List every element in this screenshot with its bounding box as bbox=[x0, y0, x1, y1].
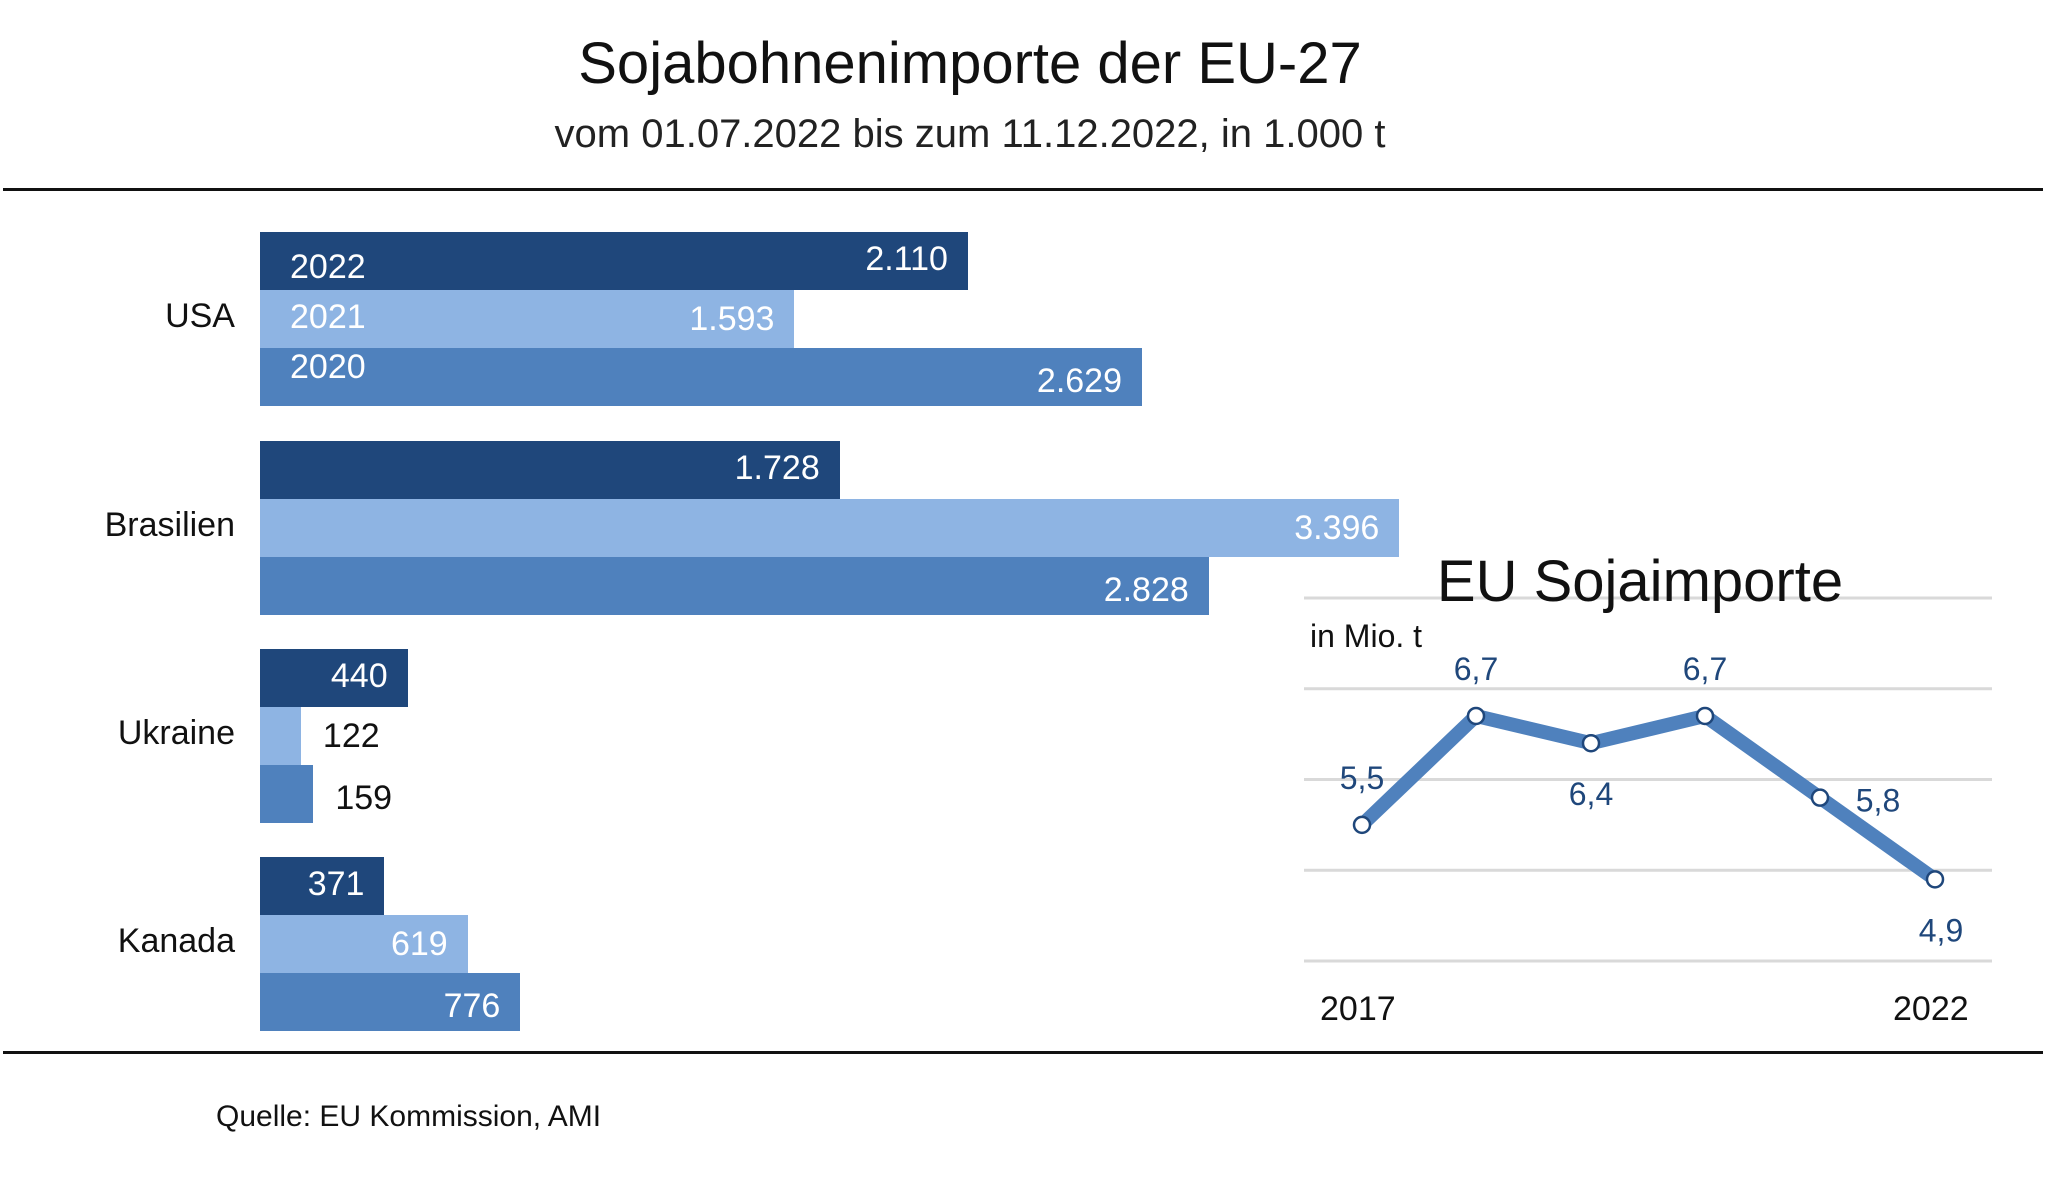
data-label: 5,8 bbox=[1856, 783, 1900, 819]
bar-2021 bbox=[260, 707, 301, 765]
data-point bbox=[1466, 706, 1486, 726]
inset-title: EU Sojaimporte bbox=[1436, 549, 1844, 614]
legend-year-label: 2021 bbox=[290, 298, 366, 336]
bar-value-label: 2.629 bbox=[1036, 362, 1123, 400]
bar-2020 bbox=[260, 557, 1209, 615]
bottom-rule bbox=[3, 1051, 2043, 1054]
bar-value-label: 122 bbox=[322, 717, 380, 755]
data-label: 5,5 bbox=[1340, 760, 1384, 796]
bar-value-label: 159 bbox=[335, 779, 393, 817]
series-line bbox=[1357, 708, 1940, 886]
bar-value-label: 2.110 bbox=[865, 240, 948, 278]
x-tick-label-last: 2022 bbox=[1893, 990, 1969, 1028]
data-label: 6,4 bbox=[1569, 776, 1613, 812]
category-label: USA bbox=[165, 297, 235, 335]
data-point bbox=[1695, 706, 1715, 726]
bar-2021 bbox=[260, 290, 795, 348]
data-label: 6,7 bbox=[1454, 651, 1498, 687]
data-point bbox=[1810, 788, 1830, 807]
bar-2022 bbox=[260, 649, 408, 707]
chart-subtitle: vom 01.07.2022 bis zum 11.12.2022, in 1.… bbox=[554, 112, 1386, 156]
bar-value-label: 1.728 bbox=[734, 449, 820, 487]
data-point bbox=[1925, 870, 1945, 889]
data-label: 6,7 bbox=[1683, 651, 1727, 687]
bar-2021 bbox=[260, 499, 1400, 557]
bar-2020 bbox=[260, 973, 521, 1031]
bar-value-label: 619 bbox=[390, 925, 448, 963]
x-tick-label-first: 2017 bbox=[1320, 990, 1396, 1028]
data-label: 4,9 bbox=[1919, 912, 1963, 948]
bar-value-label: 776 bbox=[443, 987, 501, 1025]
bar-2020 bbox=[260, 765, 314, 823]
top-rule bbox=[3, 188, 2043, 191]
legend-year-label: 2020 bbox=[290, 348, 366, 386]
chart-title: Sojabohnenimporte der EU-27 bbox=[578, 31, 1362, 96]
bar-2022 bbox=[260, 232, 968, 290]
category-label: Kanada bbox=[117, 922, 235, 960]
bar-2022 bbox=[260, 857, 385, 915]
bar-value-label: 440 bbox=[330, 657, 388, 695]
category-label: Ukraine bbox=[117, 714, 235, 752]
inset-unit-label: in Mio. t bbox=[1310, 618, 1423, 654]
bar-value-label: 3.396 bbox=[1294, 509, 1380, 547]
bar-2021 bbox=[260, 915, 468, 973]
legend-year-label: 2022 bbox=[290, 248, 366, 286]
bar-value-label: 2.828 bbox=[1103, 571, 1189, 609]
bar-value-label: 1.593 bbox=[689, 300, 775, 338]
data-point bbox=[1352, 815, 1372, 835]
bar-2022 bbox=[260, 441, 840, 499]
category-label: Brasilien bbox=[104, 506, 235, 544]
bar-value-label: 371 bbox=[307, 865, 365, 903]
data-point bbox=[1581, 733, 1601, 753]
bar-2020 bbox=[260, 348, 1143, 406]
source-note: Quelle: EU Kommission, AMI bbox=[216, 1100, 602, 1133]
